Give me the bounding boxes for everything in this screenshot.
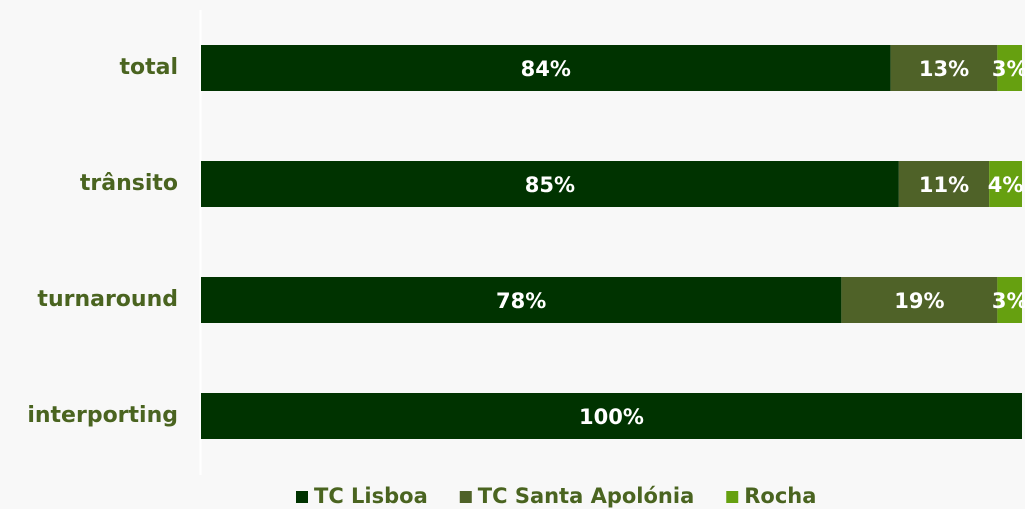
data-label: 85%: [525, 173, 575, 197]
bar-segment: [898, 161, 990, 207]
category-label: trânsito: [80, 171, 178, 196]
legend-swatch: [296, 491, 308, 503]
data-label: 84%: [521, 57, 571, 81]
legend-label: TC Lisboa: [314, 484, 428, 508]
bar-segment: [841, 277, 998, 323]
legend-label: TC Santa Apolónia: [478, 484, 694, 508]
bar-segment: [997, 277, 1022, 323]
data-label: 3%: [992, 289, 1025, 313]
bar-segment: [997, 45, 1022, 91]
legend-label: Rocha: [744, 484, 816, 508]
data-label: 19%: [894, 289, 944, 313]
bar-segment: [201, 161, 899, 207]
data-label: 4%: [988, 173, 1024, 197]
bar-segment: [989, 161, 1022, 207]
category-label: turnaround: [37, 287, 178, 312]
data-label: 13%: [919, 57, 969, 81]
bar-segment: [201, 393, 1022, 439]
data-label: 3%: [992, 57, 1025, 81]
legend-swatch: [459, 491, 472, 503]
bar-segment: [201, 277, 842, 323]
data-label: 11%: [919, 173, 969, 197]
category-label: total: [119, 55, 178, 80]
data-label: 78%: [496, 289, 546, 313]
data-label: 100%: [579, 405, 644, 429]
category-label: interporting: [27, 403, 178, 428]
bar-segment: [201, 45, 891, 91]
bar-segment: [890, 45, 998, 91]
legend-swatch: [726, 491, 739, 503]
